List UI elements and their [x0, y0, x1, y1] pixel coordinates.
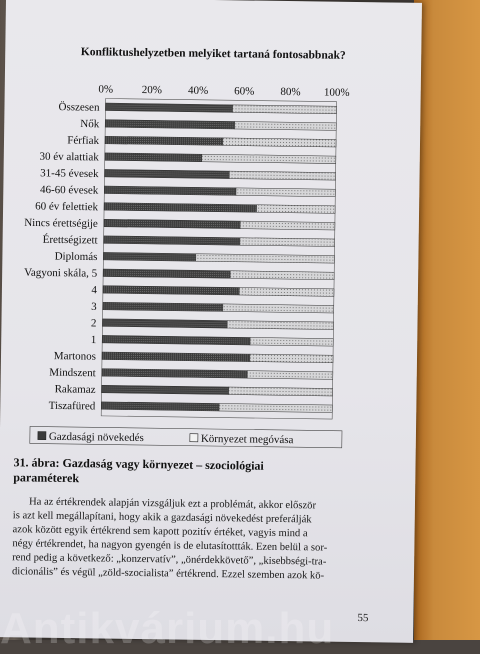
bar-kornyezet [238, 287, 335, 297]
bar-gazdasagi [103, 235, 241, 246]
bar-gazdasagi [101, 368, 248, 379]
caption-line: paraméterek [13, 470, 80, 486]
bar-kornyezet [256, 204, 336, 214]
category-label: 4 [91, 284, 97, 296]
bar-kornyezet [222, 303, 335, 314]
category-label: Mindszent [49, 367, 96, 380]
category-label: 46-60 évesek [40, 184, 99, 197]
bar-gazdasagi [104, 185, 237, 196]
book-page: Konfliktushelyzetben melyiket tartaná fo… [0, 0, 422, 643]
bar-kornyezet [229, 270, 335, 281]
x-tick-label: 0% [98, 83, 113, 95]
category-label: Rakamaz [55, 383, 96, 396]
category-label: Nincs érettségije [24, 217, 98, 230]
x-tick-label: 40% [188, 85, 208, 97]
x-tick-label: 80% [280, 86, 300, 98]
legend-swatch [189, 433, 199, 443]
category-label: Érettségizett [43, 234, 98, 247]
legend-label: Környezet megóvása [201, 433, 294, 446]
bar-gazdasagi [101, 384, 229, 395]
figure-caption: 31. ábra: Gazdaság vagy környezet – szoc… [13, 455, 343, 490]
category-label: Martonos [54, 350, 96, 363]
category-label: 2 [91, 317, 97, 329]
body-paragraph: Ha az értékrendek alapján vizsgáljuk ezt… [12, 495, 373, 584]
bar-gazdasagi [105, 102, 233, 113]
category-label: Összesen [58, 101, 100, 114]
bar-kornyezet [234, 121, 337, 131]
category-label: 31-45 évesek [40, 167, 99, 180]
bar-gazdasagi [102, 285, 240, 296]
bar-gazdasagi [104, 119, 235, 130]
legend-box [29, 426, 343, 449]
bar-kornyezet [239, 220, 336, 231]
category-label: 60 év felettiek [35, 200, 99, 213]
x-tick-label: 20% [142, 84, 162, 96]
bar-gazdasagi [104, 152, 203, 162]
bar-kornyezet [228, 386, 333, 397]
category-label: 30 év alattiak [39, 151, 99, 164]
bar-gazdasagi [102, 268, 231, 279]
x-tick-label: 60% [234, 85, 254, 97]
category-label: Férfiak [67, 134, 99, 146]
bar-gazdasagi [102, 318, 228, 329]
bar-kornyezet [249, 337, 334, 347]
bar-kornyezet [201, 153, 337, 164]
bar-kornyezet [239, 237, 335, 247]
category-label: Nők [80, 118, 100, 130]
bar-gazdasagi [103, 218, 241, 229]
category-label: Tiszafüred [49, 400, 96, 413]
category-label: 3 [91, 301, 97, 313]
bar-kornyezet [232, 104, 337, 115]
bar-kornyezet [246, 370, 334, 380]
orange-surface [414, 0, 480, 640]
category-label: Diplomás [55, 251, 98, 264]
legend-swatch [37, 431, 47, 440]
bar-kornyezet [218, 403, 333, 413]
bar-gazdasagi [104, 135, 224, 146]
bar-gazdasagi [103, 252, 197, 262]
bar-kornyezet [195, 253, 335, 264]
bar-kornyezet [228, 170, 336, 181]
watermark: Antikvárium.hu [0, 604, 335, 653]
bar-gazdasagi [101, 401, 220, 412]
x-tick-label: 100% [324, 87, 350, 99]
bar-gazdasagi [104, 169, 230, 179]
bar-gazdasagi [102, 301, 224, 312]
bar-kornyezet [222, 137, 337, 148]
bar-gazdasagi [103, 202, 257, 213]
bar-gazdasagi [101, 335, 251, 346]
legend-label: Gazdasági növekedés [49, 431, 144, 444]
category-label: 1 [91, 334, 97, 346]
category-label: Vagyoni skála, 5 [24, 267, 98, 280]
bar-kornyezet [235, 187, 336, 198]
bar-gazdasagi [101, 351, 251, 362]
bar-kornyezet [249, 353, 334, 363]
bar-kornyezet [226, 320, 334, 330]
stacked-bar-chart: 0% 20% 40% 60% 80% 100% Összesen Nők Férfiak 30 é… [24, 83, 350, 449]
